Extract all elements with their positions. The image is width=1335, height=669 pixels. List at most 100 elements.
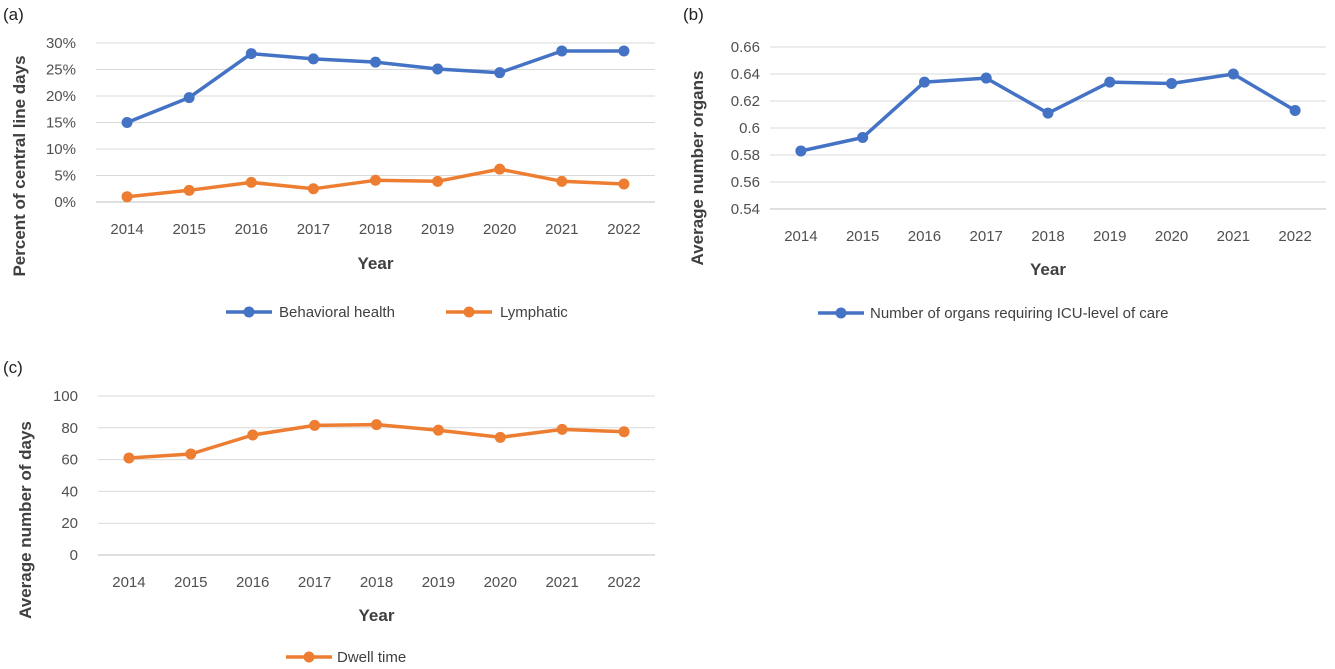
y-axis-title: Percent of central line days [10, 55, 29, 276]
legend-marker [243, 306, 255, 318]
data-point [1166, 77, 1178, 89]
data-point [1104, 76, 1116, 88]
legend-item: Lymphatic [446, 304, 568, 321]
x-axis-title: Year [358, 254, 394, 273]
data-point [309, 419, 321, 431]
legend-label: Behavioral health [279, 304, 395, 321]
data-point [494, 431, 506, 443]
data-point [307, 53, 319, 65]
panel-label: (a) [3, 5, 24, 24]
y-tick-label: 100 [53, 388, 78, 405]
data-point [795, 145, 807, 157]
data-point [183, 92, 195, 104]
y-tick-label: 20% [46, 88, 76, 105]
y-tick-label: 0% [54, 194, 76, 211]
legend-item: Dwell time [286, 649, 406, 666]
x-tick-label: 2021 [545, 221, 578, 238]
legend-marker [835, 307, 847, 319]
data-point [245, 176, 257, 188]
y-tick-label: 15% [46, 115, 76, 132]
data-point [121, 117, 133, 128]
legend-label: Dwell time [337, 649, 406, 666]
y-tick-label: 0.6 [739, 120, 760, 137]
data-point [307, 183, 319, 195]
x-tick-label: 2016 [236, 574, 269, 591]
y-tick-label: 25% [46, 62, 76, 79]
data-point [857, 131, 869, 143]
data-point [123, 452, 135, 464]
data-point [494, 67, 506, 79]
data-point [618, 45, 630, 57]
x-tick-label: 2017 [298, 574, 331, 591]
y-tick-label: 0.62 [731, 93, 760, 110]
x-tick-label: 2022 [1278, 228, 1311, 245]
data-point [432, 63, 444, 75]
x-tick-label: 2021 [545, 574, 578, 591]
x-tick-label: 2015 [846, 228, 879, 245]
y-tick-label: 10% [46, 141, 76, 158]
x-tick-label: 2014 [110, 221, 143, 238]
y-tick-label: 0.66 [731, 39, 760, 56]
data-point [432, 175, 444, 187]
y-tick-label: 0 [70, 547, 78, 564]
x-tick-label: 2017 [297, 221, 330, 238]
y-axis-title: Average number of days [16, 421, 35, 619]
x-tick-label: 2016 [235, 221, 268, 238]
data-point [1227, 68, 1239, 80]
x-tick-label: 2021 [1217, 228, 1250, 245]
data-point [980, 72, 992, 84]
data-point [247, 429, 259, 441]
y-tick-label: 20 [61, 515, 78, 532]
data-point [556, 45, 568, 57]
chart-panel-3: (c) 0 20 40 60 80 100 2014 2015 2016 2017 2018 2019 2… [3, 358, 655, 666]
chart-panel-2: (b) 0.54 0.56 0.58 0.6 0.62 0.64 0.66 2014 2015 20… [683, 5, 1326, 322]
data-point [183, 184, 195, 196]
x-tick-label: 2020 [484, 574, 517, 591]
x-tick-label: 2018 [1031, 228, 1064, 245]
y-tick-label: 60 [61, 452, 78, 469]
data-point [494, 163, 506, 175]
x-axis-title: Year [359, 606, 395, 625]
x-tick-label: 2014 [784, 228, 817, 245]
x-tick-label: 2020 [483, 221, 516, 238]
x-axis-title: Year [1030, 260, 1066, 279]
y-tick-label: 0.56 [731, 174, 760, 191]
x-tick-label: 2018 [360, 574, 393, 591]
panel-label: (c) [3, 358, 23, 377]
y-tick-label: 80 [61, 420, 78, 437]
data-point [1289, 104, 1301, 116]
data-point [121, 191, 133, 203]
y-tick-label: 0.58 [731, 147, 760, 164]
data-point [556, 423, 568, 435]
data-point [370, 174, 381, 186]
legend-label: Number of organs requiring ICU-level of … [870, 305, 1168, 322]
x-tick-label: 2018 [359, 221, 392, 238]
y-tick-label: 30% [46, 35, 76, 52]
y-tick-label: 40 [61, 483, 78, 500]
data-point [185, 448, 197, 460]
x-tick-label: 2015 [172, 221, 205, 238]
data-point [556, 175, 568, 187]
x-tick-label: 2015 [174, 574, 207, 591]
legend-label: Lymphatic [500, 304, 568, 321]
x-tick-label: 2020 [1155, 228, 1188, 245]
x-tick-label: 2019 [1093, 228, 1126, 245]
data-point [432, 424, 444, 436]
data-point [245, 48, 257, 60]
y-tick-label: 5% [54, 168, 76, 185]
legend-marker [303, 651, 315, 663]
legend-item: Behavioral health [226, 304, 395, 321]
x-tick-label: 2022 [607, 574, 640, 591]
y-tick-label: 0.54 [731, 201, 760, 218]
y-tick-label: 0.64 [731, 66, 760, 83]
data-point [1042, 107, 1054, 119]
chart-panel-1: (a) 0% 5% 10% 15% 20% 25% 30% 2014 2015 2016 2017 20… [3, 5, 655, 321]
data-point [618, 426, 630, 438]
data-point [371, 419, 382, 431]
y-axis-title: Average number organs [688, 71, 707, 266]
legend-item: Number of organs requiring ICU-level of … [818, 305, 1168, 322]
data-point [370, 56, 381, 68]
x-tick-label: 2019 [422, 574, 455, 591]
data-point [918, 76, 930, 88]
